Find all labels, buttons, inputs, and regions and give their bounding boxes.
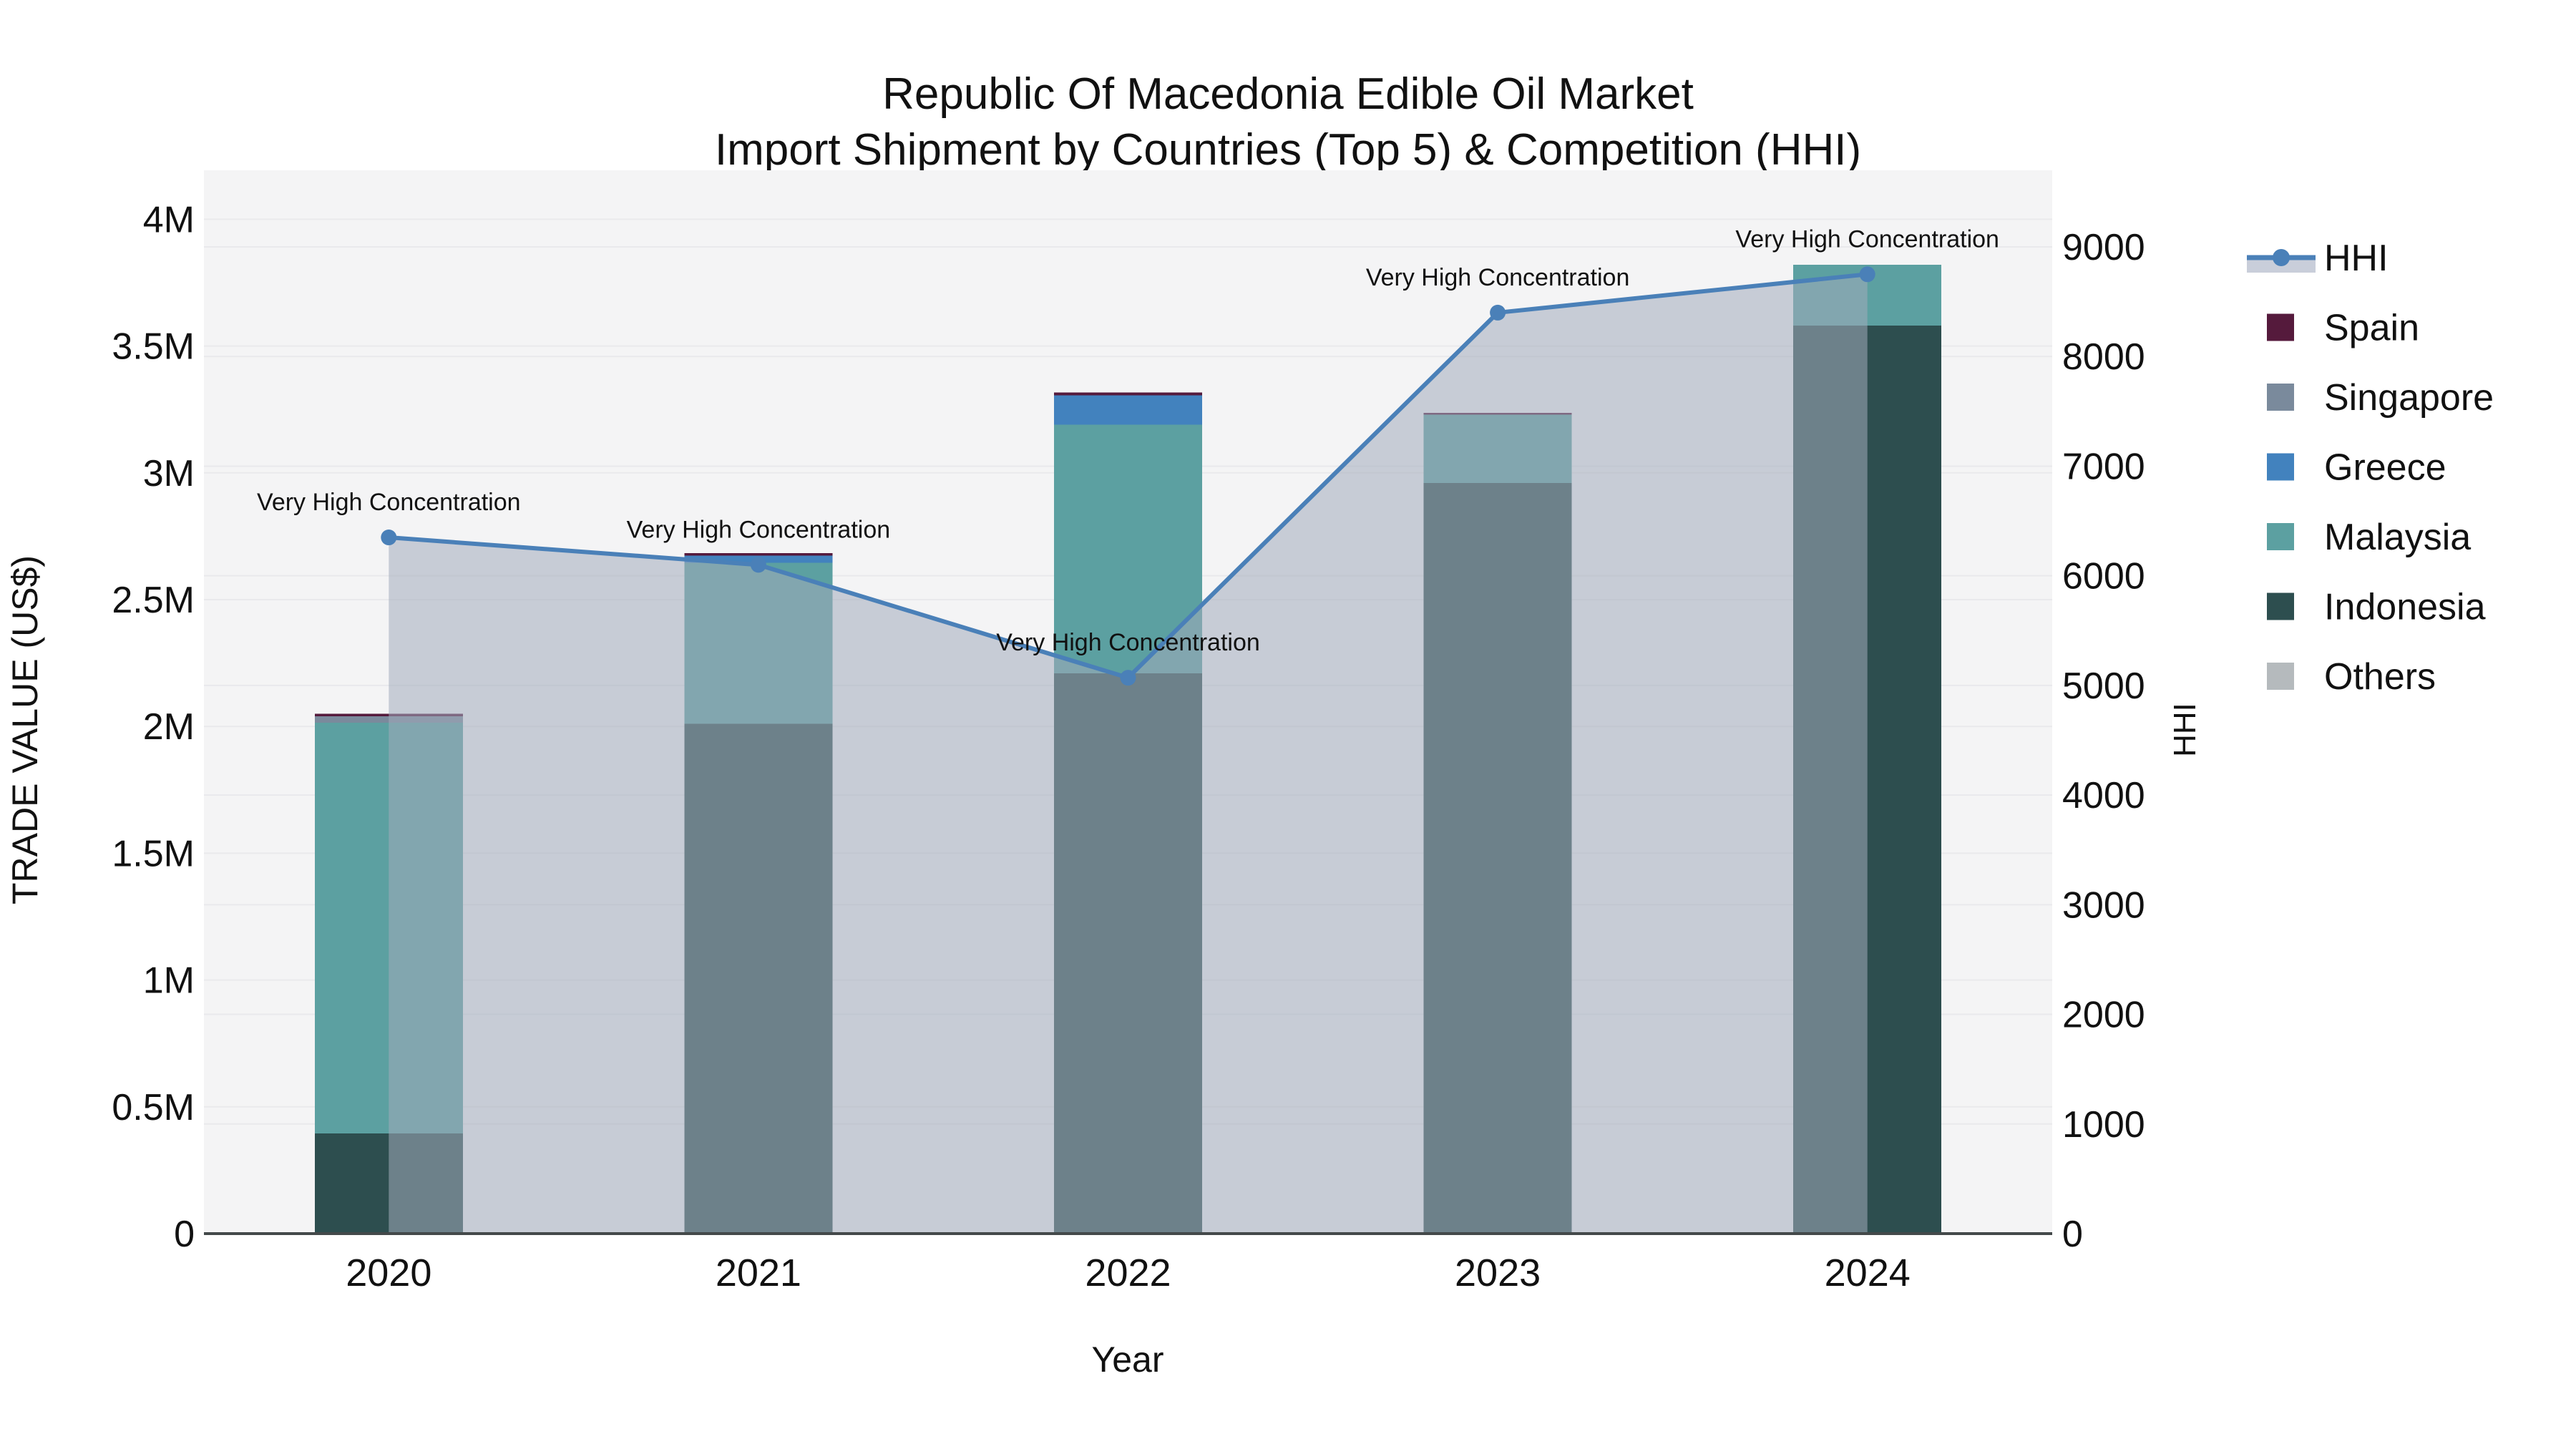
- legend-item-hhi: HHI: [2247, 238, 2389, 279]
- y-right-tick-6000: 6000: [2062, 556, 2145, 597]
- x-tick-2022: 2022: [1085, 1252, 1171, 1294]
- legend-label-malaysia: Malaysia: [2324, 517, 2471, 558]
- hhi-marker-2024: [1859, 266, 1875, 283]
- y-right-tick-1000: 1000: [2062, 1104, 2145, 1146]
- bar-segment-greece-2022: [1054, 395, 1202, 425]
- y-right-tick-9000: 9000: [2062, 227, 2145, 268]
- legend-swatch-singapore: [2267, 384, 2294, 411]
- legend-swatch-greece: [2267, 453, 2294, 481]
- annotation-2021: Very High Concentration: [627, 516, 891, 543]
- legend-label-spain: Spain: [2324, 308, 2419, 349]
- annotation-2020: Very High Concentration: [257, 489, 521, 516]
- legend-swatch-malaysia: [2267, 523, 2294, 550]
- legend-swatch-spain: [2267, 313, 2294, 341]
- y-right-tick-3000: 3000: [2062, 884, 2145, 926]
- y-left-tick-3M: 3M: [143, 453, 195, 494]
- annotation-2022: Very High Concentration: [996, 629, 1260, 656]
- x-axis-title: Year: [1091, 1340, 1163, 1380]
- hhi-marker-2022: [1120, 670, 1136, 686]
- legend-swatch-others: [2267, 663, 2294, 690]
- legend-swatch-indonesia: [2267, 592, 2294, 620]
- annotation-2023: Very High Concentration: [1366, 264, 1630, 291]
- y-left-tick-1.5M: 1.5M: [112, 833, 195, 874]
- y-axis-title-left: TRADE VALUE (US$): [5, 555, 45, 904]
- chart-title-line-2: Import Shipment by Countries (Top 5) & C…: [715, 125, 1861, 175]
- hhi-marker-2020: [381, 530, 397, 546]
- y-right-tick-0: 0: [2062, 1214, 2083, 1255]
- legend-label-others: Others: [2324, 656, 2436, 698]
- y-axis-title-right: HHI: [2167, 703, 2202, 757]
- y-left-tick-2.5M: 2.5M: [112, 580, 195, 621]
- plot-area: Very High Concentration Very High Concent…: [112, 170, 2145, 1294]
- x-tick-2024: 2024: [1825, 1252, 1911, 1294]
- legend-item-spain: Spain: [2267, 308, 2419, 349]
- y-right-tick-5000: 5000: [2062, 665, 2145, 707]
- legend-item-others: Others: [2267, 656, 2436, 698]
- y-left-tick-1M: 1M: [143, 960, 195, 1002]
- bar-segment-spain-2022: [1054, 392, 1202, 396]
- legend: HHI Spain Singapore Greece Malaysia Indonesia…: [2247, 238, 2494, 698]
- legend-item-malaysia: Malaysia: [2267, 517, 2471, 558]
- legend-label-greece: Greece: [2324, 447, 2446, 489]
- y-left-tick-2M: 2M: [143, 706, 195, 748]
- hhi-marker-2021: [750, 557, 766, 573]
- legend-label-hhi: HHI: [2324, 238, 2389, 279]
- y-left-tick-3.5M: 3.5M: [112, 326, 195, 368]
- y-right-tick-4000: 4000: [2062, 775, 2145, 816]
- hhi-marker-2023: [1490, 304, 1506, 321]
- y-left-tick-0: 0: [174, 1214, 195, 1255]
- bar-segment-spain-2021: [684, 553, 833, 556]
- y-left-tick-4M: 4M: [143, 199, 195, 240]
- x-tick-2023: 2023: [1455, 1252, 1541, 1294]
- y-right-tick-2000: 2000: [2062, 995, 2145, 1036]
- legend-item-greece: Greece: [2267, 447, 2446, 489]
- chart-title-line-1: Republic Of Macedonia Edible Oil Market: [882, 69, 1694, 119]
- x-tick-2021: 2021: [716, 1252, 801, 1294]
- hhi-area-fill: [389, 274, 1868, 1234]
- legend-label-singapore: Singapore: [2324, 377, 2494, 419]
- y-right-tick-8000: 8000: [2062, 336, 2145, 378]
- legend-item-indonesia: Indonesia: [2267, 587, 2486, 628]
- x-tick-2020: 2020: [346, 1252, 431, 1294]
- y-left-tick-0.5M: 0.5M: [112, 1087, 195, 1128]
- legend-item-singapore: Singapore: [2267, 377, 2494, 419]
- annotation-2024: Very High Concentration: [1735, 225, 1999, 253]
- legend-label-indonesia: Indonesia: [2324, 587, 2486, 628]
- y-right-tick-7000: 7000: [2062, 446, 2145, 487]
- legend-hhi-marker-icon: [2273, 249, 2290, 266]
